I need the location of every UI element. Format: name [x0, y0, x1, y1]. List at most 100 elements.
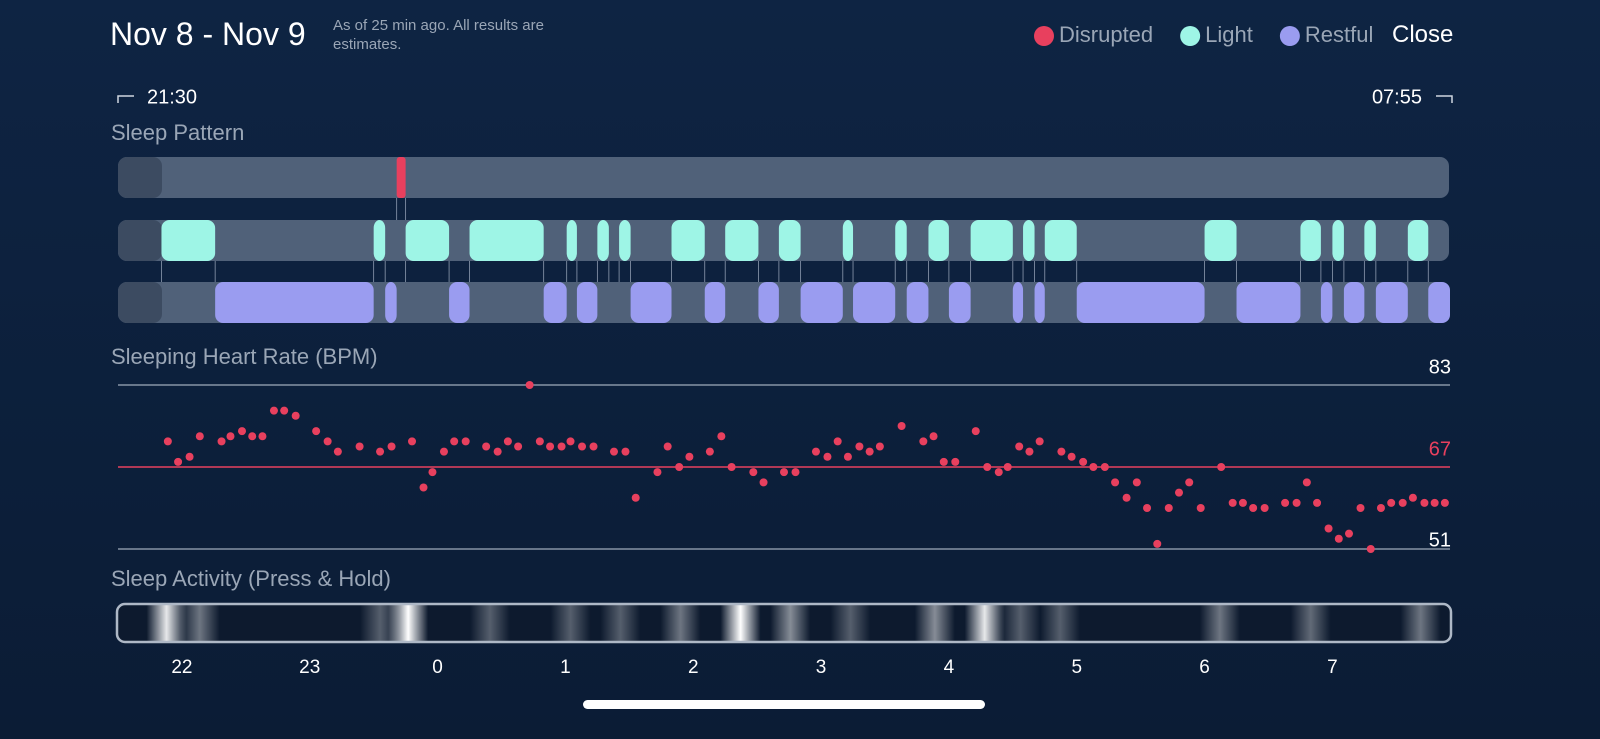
heart-rate-point [482, 442, 491, 451]
segment [1332, 220, 1344, 261]
segment [1300, 220, 1321, 261]
activity-blob [660, 604, 701, 642]
segment [970, 220, 1013, 261]
heart-rate-point [1345, 529, 1354, 538]
row-cap [118, 282, 162, 323]
heart-rate-point [1132, 478, 1141, 487]
heart-rate-point [589, 442, 598, 451]
title: Nov 8 - Nov 9 [110, 16, 306, 52]
heart-rate-point [1100, 463, 1109, 471]
segment [1343, 282, 1365, 323]
x-tick-label: 1 [560, 657, 571, 678]
segment [1076, 282, 1205, 323]
heart-rate-point [780, 468, 788, 477]
heart-rate-point [578, 442, 587, 451]
heart-rate-point [865, 447, 874, 456]
segment [758, 282, 779, 323]
segment [1044, 220, 1077, 261]
segment [385, 282, 397, 323]
heart-rate-point [1387, 498, 1396, 507]
segment [842, 220, 854, 261]
heart-rate-point [1334, 534, 1343, 543]
heart-rate-point [1292, 498, 1301, 507]
x-tick-label: 0 [432, 657, 443, 678]
heart-rate-point [1281, 498, 1290, 507]
heart-rate-point [705, 447, 714, 456]
segment [576, 282, 598, 323]
segment [1012, 282, 1024, 323]
heart-rate-point [1366, 545, 1375, 553]
heart-rate-point [843, 452, 852, 461]
heart-rate-point [994, 468, 1003, 477]
legend-label: Restful [1305, 22, 1373, 47]
heart-rate-point [759, 478, 768, 487]
heart-rate-point [1398, 498, 1407, 507]
heart-rate-point [323, 437, 332, 446]
segment [906, 282, 929, 323]
segment [1407, 220, 1429, 261]
heart-rate-point [557, 442, 566, 451]
heart-rate-point [919, 437, 928, 446]
segment [895, 220, 907, 261]
activity-blob [1400, 604, 1441, 642]
heart-rate-point [248, 432, 257, 441]
heart-rate-point [535, 437, 544, 446]
heart-rate-point [875, 442, 884, 451]
close-button[interactable]: Close [1392, 21, 1454, 48]
heart-rate-point [1111, 478, 1120, 487]
heart-rate-point [226, 432, 235, 441]
heart-rate-point [428, 468, 437, 477]
heart-rate-point [376, 447, 385, 456]
heart-rate-point [1302, 478, 1311, 487]
heart-rate-point [727, 463, 736, 471]
segment [725, 220, 759, 261]
activity-blobs [146, 604, 1441, 642]
heart-rate-point [971, 427, 980, 436]
heart-rate-point [1153, 539, 1162, 548]
section-title: Sleep Activity (Press & Hold) [111, 566, 391, 591]
heart-rate-point [1079, 457, 1088, 466]
heart-rate-point [450, 437, 459, 446]
heart-rate-point [566, 437, 575, 446]
heart-rate-point [333, 447, 342, 456]
heart-rate-point [291, 411, 300, 420]
legend-label: Light [1205, 22, 1253, 47]
heart-rate-point [1408, 493, 1417, 502]
heart-rate-point [939, 457, 948, 466]
heart-rate-point [1249, 504, 1258, 512]
segment [1364, 220, 1376, 261]
activity-blob [770, 604, 811, 642]
segment [405, 220, 450, 261]
heart-rate-point [1057, 447, 1066, 456]
activity-blob [179, 604, 220, 642]
heart-rate-point [621, 447, 630, 456]
heart-rate-point [1164, 504, 1173, 512]
heart-rate-point [217, 437, 226, 446]
heart-rate-point [1015, 442, 1024, 451]
heart-rate-point [1089, 463, 1098, 471]
segment [1375, 282, 1408, 323]
x-tick-label: 2 [688, 657, 699, 678]
heart-rate-point [439, 447, 448, 456]
heart-rate-point [1228, 498, 1237, 507]
x-tick-label: 6 [1199, 657, 1210, 678]
x-tick-label: 3 [816, 657, 827, 678]
heart-rate-point [1196, 504, 1205, 512]
heart-rate-point [419, 483, 428, 492]
heart-rate-point [493, 447, 502, 456]
heart-rate-point [546, 442, 555, 451]
average-label: 67 [1429, 438, 1451, 460]
heart-rate-point [1143, 504, 1152, 512]
heart-rate-point [408, 437, 417, 446]
heart-rate-point [503, 437, 512, 446]
activity-blob [388, 604, 429, 642]
x-tick-label: 23 [299, 657, 320, 678]
activity-blob [469, 604, 510, 642]
heart-rate-point [1430, 498, 1439, 507]
heart-rate-point [855, 442, 864, 451]
heart-rate-point [237, 427, 246, 436]
heart-rate-point [195, 432, 204, 441]
heart-rate-point [1313, 498, 1322, 507]
heart-rate-point [1356, 504, 1365, 512]
